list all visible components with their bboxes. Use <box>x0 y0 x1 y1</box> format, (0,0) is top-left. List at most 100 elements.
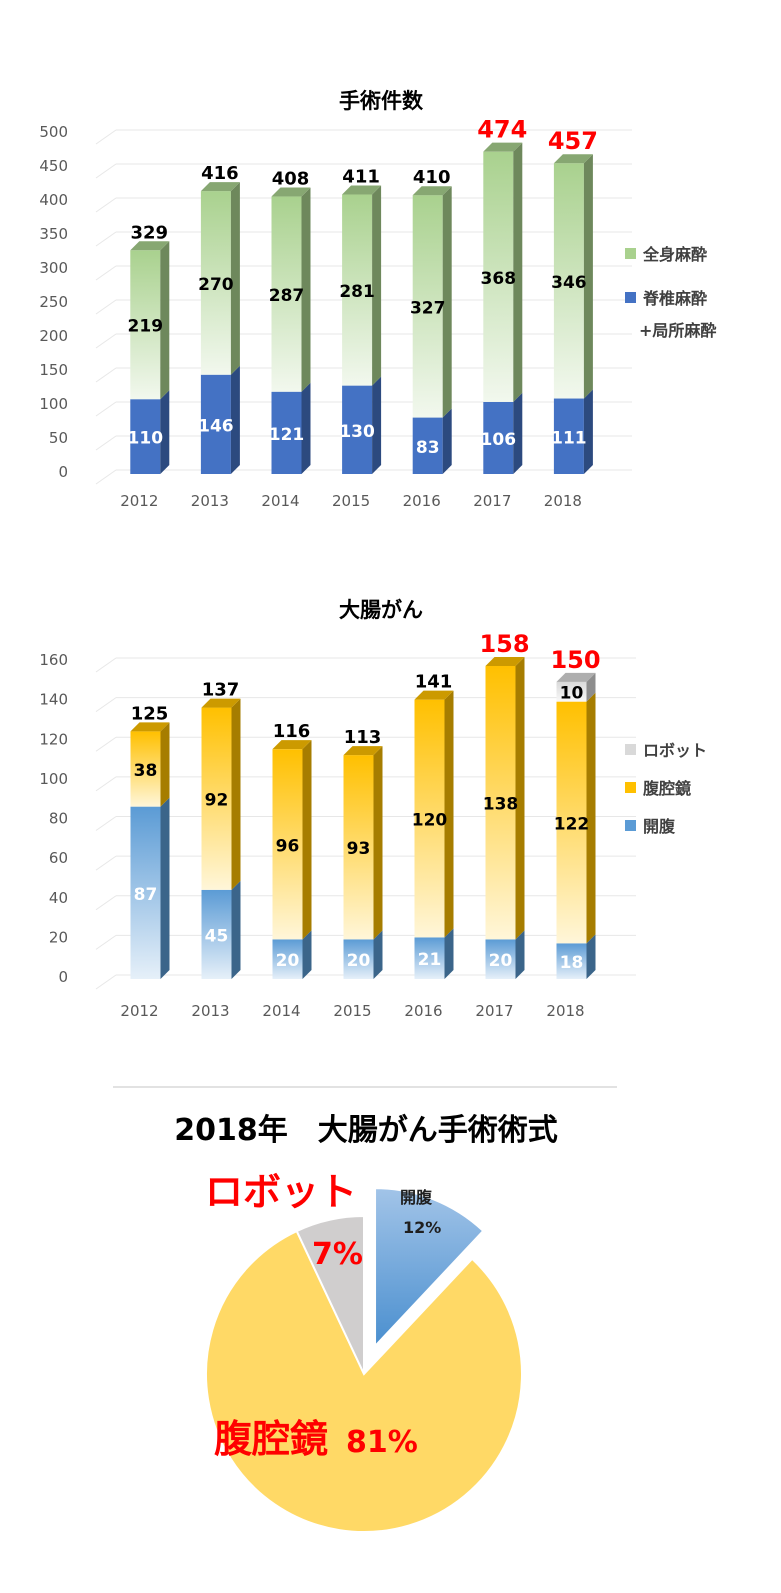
c2-bar-2017-0 <box>485 939 516 979</box>
c2-bar-2012-1 <box>130 731 161 807</box>
c2-gridline-depth <box>95 657 117 673</box>
c2-bar-side-2014-0 <box>302 930 312 979</box>
c2-bar-side-2015-1 <box>373 746 383 940</box>
c1-value-label: 130 <box>339 422 375 442</box>
c1-legend-swatch <box>625 248 636 259</box>
c1-gridline-depth <box>95 367 117 383</box>
c2-legend-swatch <box>625 782 636 793</box>
c1-xtick-label: 2014 <box>261 492 299 510</box>
c2-value-label: 120 <box>412 811 448 831</box>
c2-value-label: 92 <box>205 791 229 811</box>
c1-bar-side-2014-1 <box>301 187 311 392</box>
c1-ytick-label: 400 <box>39 191 68 209</box>
c1-gridline-depth <box>95 333 117 349</box>
c2-bar-top-2016 <box>414 690 454 700</box>
c1-ytick-label: 450 <box>39 157 68 175</box>
c1-bar-2013-1 <box>200 191 231 375</box>
c2-legend-swatch <box>625 820 636 831</box>
c2-ytick-label: 60 <box>49 849 68 867</box>
c1-ytick-label: 500 <box>39 123 68 141</box>
c2-bar-side-2018-0 <box>586 934 596 979</box>
c2-bar-top-2012 <box>130 722 170 732</box>
c2-ytick-label: 0 <box>58 968 68 986</box>
c1-total-label: 457 <box>548 127 598 155</box>
c2-bar-top-2015 <box>343 746 383 756</box>
c2-value-label: 45 <box>205 926 229 946</box>
c1-total-label: 329 <box>131 222 169 243</box>
c2-value-label: 96 <box>276 836 300 856</box>
c2-bar-2014-1 <box>272 749 303 940</box>
c1-xtick-label: 2015 <box>332 492 370 510</box>
c2-gridline-depth <box>95 776 117 792</box>
c1-gridline-depth <box>95 163 117 179</box>
c2-bar-2015-0 <box>343 939 374 979</box>
c1-bar-top-2014 <box>271 187 311 197</box>
c2-bar-side-2017-1 <box>515 656 525 940</box>
pie-label-name-0: 開腹 <box>400 1188 433 1207</box>
pie-slice-1 <box>205 1229 523 1533</box>
c2-value-label: 20 <box>347 951 371 971</box>
c1-bar-side-2013-1 <box>230 182 240 375</box>
pie-label-percent-0: 12% <box>403 1218 441 1237</box>
c1-xtick-label: 2018 <box>544 492 582 510</box>
c2-bar-side-2018-1 <box>586 692 596 944</box>
c1-bar-2012-1 <box>130 250 161 400</box>
pie-label-percent-2: 7% <box>312 1237 363 1272</box>
c1-bar-2014-0 <box>271 391 302 474</box>
c2-gridline-depth <box>95 934 117 950</box>
c1-bar-2017-1 <box>483 151 514 402</box>
c1-bar-2015-0 <box>342 385 373 474</box>
c1-ytick-label: 0 <box>58 463 68 481</box>
c2-ytick-label: 80 <box>49 810 68 828</box>
c2-bar-top-2017 <box>485 656 525 666</box>
c1-value-label: 327 <box>410 298 446 318</box>
c2-gridline-depth <box>95 736 117 752</box>
c1-bar-2017-0 <box>483 401 514 474</box>
c2-ytick-label: 120 <box>39 730 68 748</box>
c1-bar-side-2017-0 <box>513 392 523 474</box>
c2-value-label: 20 <box>276 951 300 971</box>
c2-value-label: 21 <box>418 950 442 970</box>
c2-xtick-label: 2012 <box>120 1002 158 1020</box>
c2-value-label: 138 <box>483 795 519 815</box>
c1-ytick-label: 300 <box>39 259 68 277</box>
c2-bar-side-2013-0 <box>231 880 241 979</box>
c2-bar-2013-1 <box>201 707 232 890</box>
c2-gridline-depth <box>95 697 117 713</box>
c1-bar-2014-1 <box>271 196 302 392</box>
c2-ytick-label: 140 <box>39 691 68 709</box>
c1-bar-top-2018 <box>553 154 593 164</box>
c1-bar-top-2016 <box>412 186 452 196</box>
c1-bar-side-2012-0 <box>160 390 170 474</box>
c2-bar-side-2013-1 <box>231 698 241 890</box>
c1-gridline-depth <box>95 401 117 417</box>
c2-value-label: 38 <box>134 761 158 781</box>
c1-value-label: 146 <box>198 416 234 436</box>
c2-xtick-label: 2016 <box>404 1002 442 1020</box>
c2-bar-side-2016-1 <box>444 690 454 938</box>
c1-xtick-label: 2012 <box>120 492 158 510</box>
c1-bar-side-2018-0 <box>583 389 593 474</box>
c2-bar-2018-1 <box>556 701 587 944</box>
c1-bar-2016-0 <box>412 417 443 474</box>
c1-value-label: 219 <box>128 317 164 337</box>
chart1-title: 手術件数 <box>339 89 424 113</box>
c1-value-label: 346 <box>551 273 587 293</box>
c2-bar-2012-0 <box>130 806 161 979</box>
c2-value-label: 10 <box>560 684 584 704</box>
pie-label-name-2: ロボット <box>205 1170 357 1214</box>
c2-bar-top-2014 <box>272 740 312 750</box>
c2-legend-label: ロボット <box>643 741 707 760</box>
c2-bar-2014-0 <box>272 939 303 979</box>
c2-bar-2016-0 <box>414 937 445 979</box>
pie-title: 2018年 大腸がん手術術式 <box>174 1113 558 1148</box>
c1-gridline-depth <box>95 469 117 485</box>
c1-bar-side-2013-0 <box>230 365 240 474</box>
c2-xtick-label: 2018 <box>546 1002 584 1020</box>
c2-bar-side-2012-0 <box>160 797 170 979</box>
c1-gridline-depth <box>95 299 117 315</box>
c2-legend-label: 腹腔鏡 <box>643 779 691 798</box>
c2-bar-side-2012-1 <box>160 722 170 807</box>
c2-bar-2017-1 <box>485 665 516 940</box>
c1-gridline-depth <box>95 435 117 451</box>
